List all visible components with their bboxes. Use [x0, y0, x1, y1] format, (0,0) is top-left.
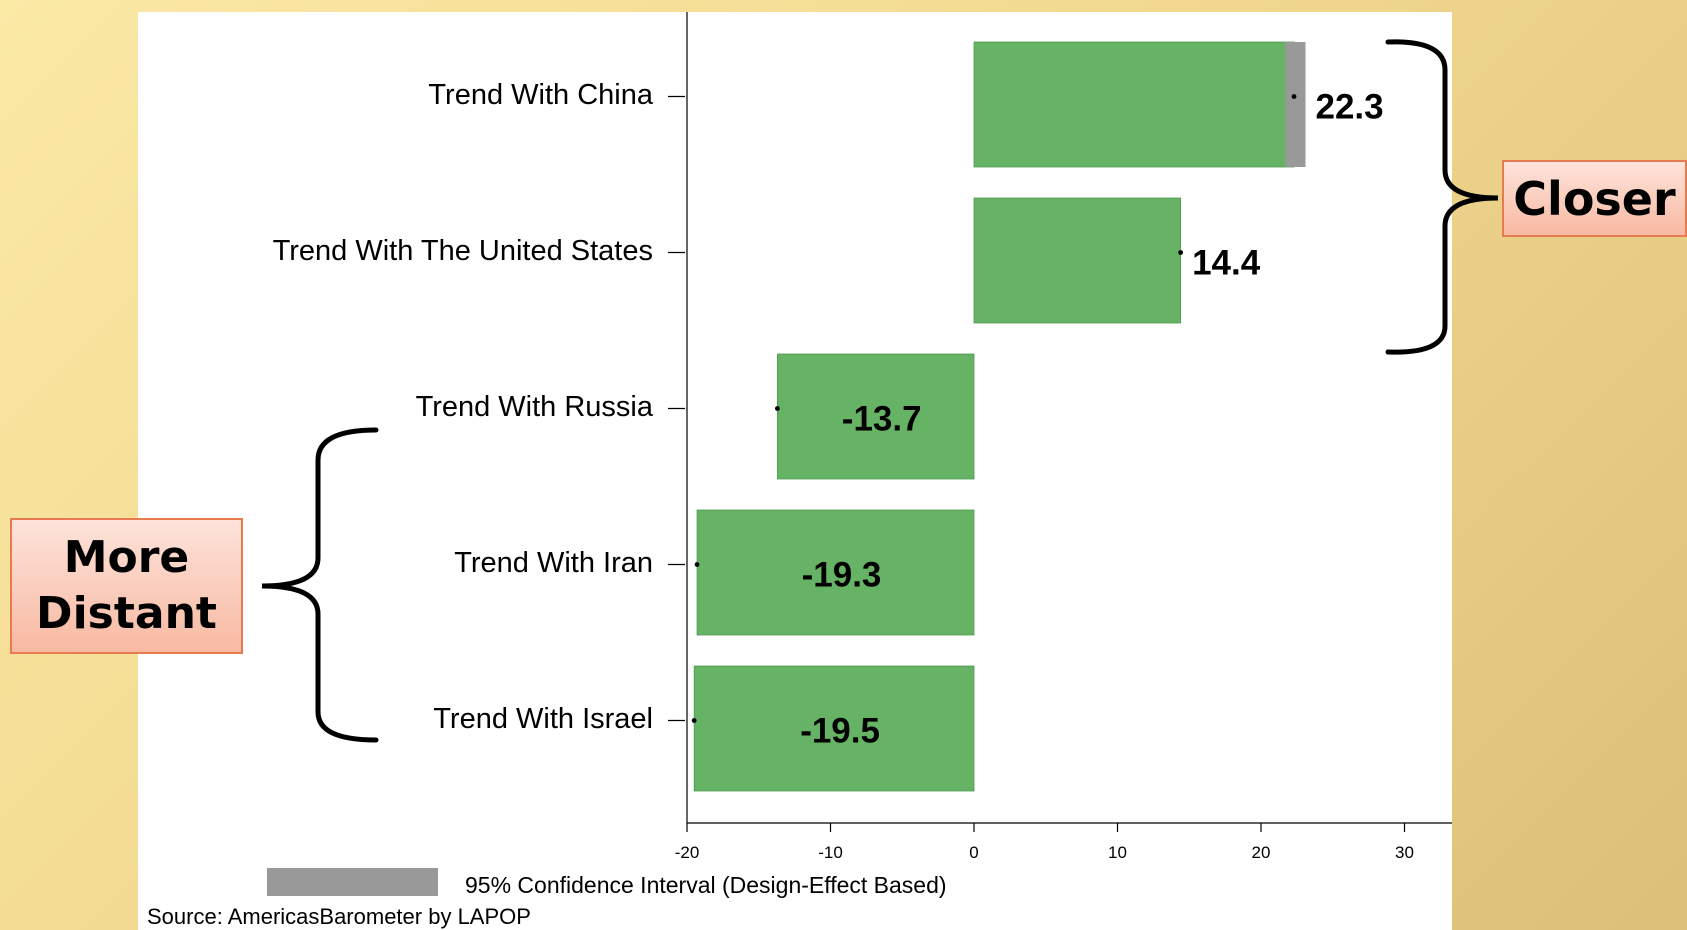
source-text: Source: AmericasBarometer by LAPOP — [147, 904, 531, 929]
category-label: Trend With China — [428, 79, 653, 111]
point-marker — [694, 562, 700, 567]
value-label: -19.3 — [802, 556, 882, 595]
x-tick-label: 20 — [1252, 843, 1271, 862]
point-marker — [691, 718, 697, 723]
x-ticks-layer: -20 -10 0 10 20 30 — [668, 95, 1414, 862]
point-marker — [1291, 94, 1297, 99]
point-marker — [1178, 250, 1184, 255]
bar — [696, 509, 975, 636]
more-distant-callout: More Distant — [10, 518, 243, 654]
category-label: Trend With Iran — [454, 547, 653, 579]
category-labels-layer: Trend With China Trend With The United St… — [273, 79, 654, 735]
closer-callout: Closer — [1502, 160, 1687, 237]
value-label: 14.4 — [1192, 244, 1261, 283]
x-tick-label: 30 — [1395, 843, 1414, 862]
x-tick-label: 0 — [969, 843, 978, 862]
distant-brace — [261, 427, 379, 743]
category-label: Trend With Russia — [416, 391, 654, 423]
category-label: Trend With The United States — [273, 235, 653, 267]
closer-brace — [1385, 39, 1499, 355]
point-marker — [775, 406, 780, 411]
value-label: -13.7 — [842, 400, 922, 439]
ci-band — [1285, 42, 1306, 167]
category-label: Trend With Israel — [433, 703, 653, 735]
value-label: -19.5 — [800, 712, 880, 751]
bar — [973, 41, 1295, 168]
axes-layer — [686, 12, 1452, 824]
x-tick-label: 10 — [1108, 843, 1127, 862]
bar — [973, 197, 1182, 324]
value-labels-layer: 22.3 14.4 -13.7 -19.3 -19.5 — [800, 88, 1383, 751]
bars-layer — [691, 41, 1306, 792]
legend-swatch — [267, 868, 438, 896]
value-label: 22.3 — [1315, 88, 1383, 127]
x-tick-label: -20 — [675, 843, 700, 862]
bar — [693, 665, 975, 792]
bar — [777, 353, 975, 480]
x-tick-label: -10 — [818, 843, 843, 862]
legend-label: 95% Confidence Interval (Design-Effect B… — [465, 872, 947, 898]
